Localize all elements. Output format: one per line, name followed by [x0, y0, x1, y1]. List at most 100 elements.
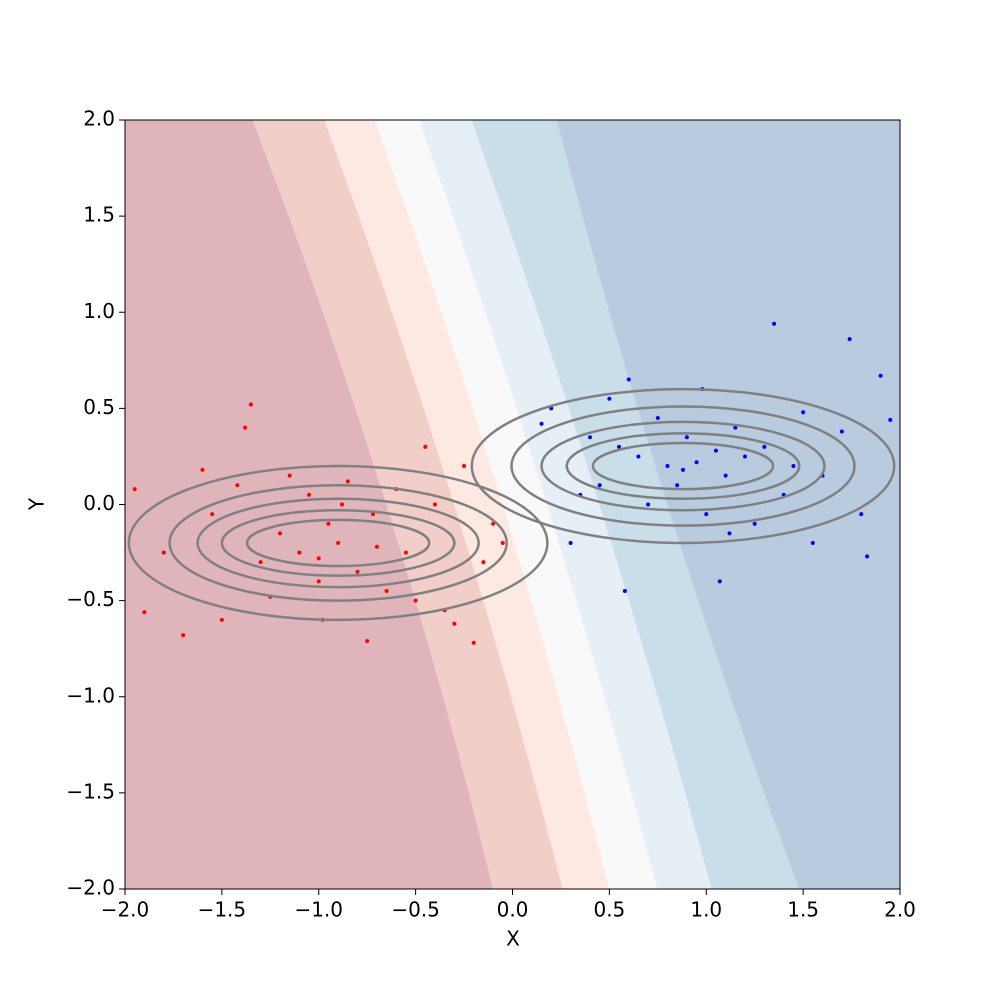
y-axis-label: Y — [25, 497, 49, 511]
data-point — [384, 589, 389, 594]
data-point — [316, 579, 321, 584]
x-tick-label: −0.5 — [391, 898, 440, 922]
data-point — [859, 512, 864, 517]
data-point — [181, 633, 186, 638]
data-point — [626, 377, 631, 382]
data-point — [340, 502, 344, 507]
data-point — [717, 579, 722, 584]
y-tick-label: 2.0 — [83, 107, 115, 131]
data-point — [727, 531, 732, 536]
data-point — [243, 425, 248, 430]
plot-marks — [127, 321, 896, 645]
data-point — [481, 560, 486, 565]
data-point — [810, 540, 815, 545]
x-tick-label: 1.0 — [690, 898, 722, 922]
data-point — [675, 483, 680, 488]
gaussian-contour — [127, 464, 549, 622]
data-point — [403, 550, 408, 555]
data-point — [258, 560, 263, 565]
data-point — [423, 444, 428, 449]
gaussian-contour — [540, 420, 826, 512]
data-point — [371, 512, 375, 517]
data-point — [865, 554, 870, 559]
data-point — [413, 598, 418, 603]
y-tick-label: 0.0 — [83, 491, 115, 515]
data-point — [248, 402, 253, 407]
data-point — [200, 467, 205, 472]
data-point — [791, 464, 796, 469]
x-tick-label: −1.5 — [198, 898, 247, 922]
data-point — [622, 589, 627, 594]
data-point — [210, 512, 215, 517]
data-point — [336, 540, 341, 545]
data-point — [471, 640, 476, 645]
data-point — [681, 467, 685, 472]
x-tick-label: −1.0 — [294, 898, 343, 922]
data-point — [646, 502, 651, 507]
data-point — [752, 521, 757, 526]
data-point — [568, 540, 573, 545]
data-point — [287, 473, 292, 478]
data-point — [307, 492, 312, 497]
y-tick-label: −0.5 — [66, 587, 115, 611]
gaussian-contour — [565, 432, 801, 500]
data-point — [452, 621, 457, 626]
data-point — [636, 454, 641, 459]
data-point — [462, 464, 467, 469]
data-point — [743, 454, 747, 459]
data-point — [597, 483, 602, 488]
data-point — [723, 473, 728, 478]
data-point — [839, 429, 844, 434]
data-point — [655, 415, 660, 420]
data-point — [704, 512, 709, 517]
gaussian-contour — [168, 484, 508, 602]
gaussian-contour — [470, 387, 896, 545]
data-point — [762, 444, 767, 449]
data-point — [500, 540, 505, 545]
data-point — [316, 556, 321, 561]
data-point — [888, 417, 893, 422]
data-point — [278, 531, 282, 536]
x-axis-label: X — [506, 927, 520, 951]
gaussian-contour — [196, 497, 480, 589]
data-point — [801, 410, 806, 415]
gaussian-contour — [591, 441, 775, 491]
data-point — [588, 435, 592, 440]
y-tick-label: −1.5 — [66, 779, 115, 803]
axes: −2.0 −1.5 −1.0 −0.5 0.0 0.5 1.0 1.5 2.0 −2.0 −1.5 −… — [66, 107, 915, 922]
data-point — [772, 321, 777, 326]
data-point — [345, 479, 350, 484]
data-point — [142, 610, 147, 615]
x-tick-label: 1.5 — [787, 898, 819, 922]
y-tick-label: 1.0 — [83, 299, 115, 323]
data-point — [161, 550, 166, 555]
data-point — [132, 487, 137, 492]
data-point — [713, 448, 718, 453]
data-point — [219, 617, 224, 622]
gaussian-contour — [245, 518, 431, 568]
y-tick-label: −2.0 — [66, 876, 115, 900]
data-point — [355, 569, 360, 574]
x-tick-label: 0.5 — [593, 898, 625, 922]
data-point — [297, 550, 302, 555]
data-point — [365, 638, 370, 643]
data-point — [235, 483, 240, 488]
gaussian-contour — [510, 405, 856, 527]
data-point — [374, 544, 379, 549]
x-tick-label: 0.0 — [497, 898, 529, 922]
data-point — [433, 502, 437, 507]
data-point — [684, 435, 689, 440]
data-point — [539, 421, 544, 426]
y-tick-label: 0.5 — [83, 395, 115, 419]
contour-band — [556, 120, 900, 889]
gaussian-contour — [220, 509, 456, 577]
y-tick-label: −1.0 — [66, 683, 115, 707]
data-point — [617, 444, 622, 449]
data-point — [847, 337, 852, 342]
data-point — [878, 373, 883, 378]
data-point — [665, 464, 670, 469]
data-point — [694, 460, 699, 465]
data-point — [326, 521, 331, 526]
y-tick-label: 1.5 — [83, 203, 115, 227]
